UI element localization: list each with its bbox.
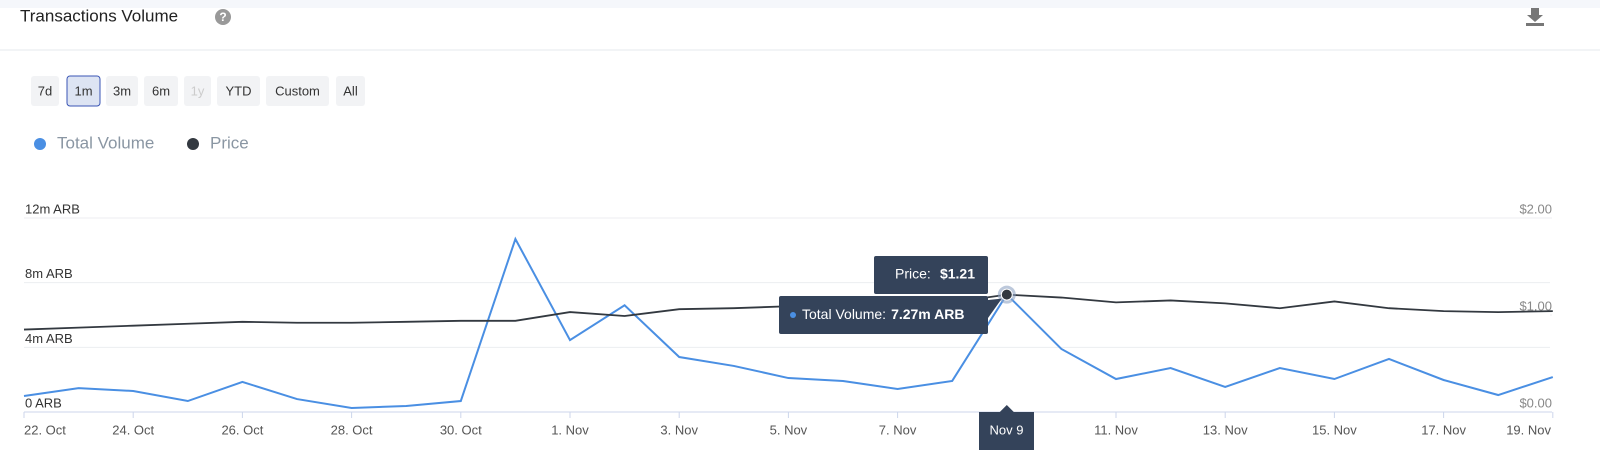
range-button[interactable] — [336, 76, 365, 106]
y-tick-label: 12m ARB — [25, 201, 80, 216]
y-tick-label: 0 ARB — [25, 395, 62, 410]
x-tick-label: 1. Nov — [551, 422, 589, 437]
y2-tick-label: $0.00 — [1519, 395, 1552, 410]
tooltip-volume-box — [779, 296, 988, 334]
svg-text:?: ? — [219, 10, 226, 24]
x-tick-label: 11. Nov — [1094, 422, 1138, 437]
x-tick-label: 13. Nov — [1203, 422, 1248, 437]
x-tick-label: 3. Nov — [660, 422, 698, 437]
x-tick-label: 19. Nov — [1506, 422, 1551, 437]
x-tick-label: 28. Oct — [331, 422, 373, 437]
tooltip-pointer — [988, 298, 1002, 318]
range-button-label: 1y — [191, 83, 205, 98]
x-tick-label: 24. Oct — [112, 422, 154, 437]
legend-label[interactable]: Total Volume — [57, 133, 154, 152]
legend-marker[interactable] — [187, 138, 199, 150]
range-button[interactable] — [66, 75, 101, 107]
range-button[interactable] — [106, 76, 138, 106]
legend-label[interactable]: Price — [210, 133, 249, 152]
range-button-label: Custom — [275, 83, 320, 98]
tooltip-volume-text: Total Volume: 7.27m ARB — [802, 306, 964, 322]
x-tick-label: 26. Oct — [221, 422, 263, 437]
y2-tick-label: $1.00 — [1519, 298, 1552, 313]
range-button-label: YTD — [226, 83, 252, 98]
help-icon[interactable]: ? — [215, 9, 231, 25]
legend-marker[interactable] — [34, 138, 46, 150]
x-tick-label: 15. Nov — [1312, 422, 1357, 437]
series-line — [23, 236, 1554, 409]
x-tooltip-label: Nov 9 — [990, 422, 1024, 437]
range-button-label: 3m — [113, 83, 131, 98]
range-button[interactable] — [144, 76, 178, 106]
range-button-label: 6m — [152, 83, 170, 98]
hover-point — [1000, 288, 1013, 301]
tooltip-volume-dot — [790, 312, 796, 318]
top-strip — [0, 0, 1600, 8]
range-button[interactable] — [31, 76, 59, 106]
range-button-label: 1m — [74, 83, 92, 98]
x-tick-label: 17. Nov — [1421, 422, 1466, 437]
range-button[interactable] — [266, 76, 329, 106]
download-icon[interactable] — [1526, 8, 1544, 26]
y-tick-label: 8m ARB — [25, 266, 73, 281]
x-tick-label: 5. Nov — [770, 422, 808, 437]
range-button-label: All — [343, 83, 358, 98]
tooltip-volume-name: Total Volume: — [802, 306, 886, 322]
y2-tick-label: $2.00 — [1519, 201, 1552, 216]
x-tick-label: 7. Nov — [879, 422, 917, 437]
x-tick-label: 22. Oct — [24, 422, 66, 437]
x-tooltip-box — [979, 405, 1034, 450]
range-button-label: 7d — [38, 83, 52, 98]
title: Transactions Volume — [20, 6, 178, 25]
y-tick-label: 4m ARB — [25, 331, 73, 346]
tooltip-price-name: Price: — [895, 266, 931, 282]
tooltip-price-box — [874, 256, 988, 294]
x-tick-label: 30. Oct — [440, 422, 482, 437]
range-button — [184, 76, 211, 106]
range-button[interactable] — [217, 76, 260, 106]
tooltip-volume-value: 7.27m ARB — [891, 306, 964, 322]
tooltip-price-value: $1.21 — [940, 266, 975, 282]
